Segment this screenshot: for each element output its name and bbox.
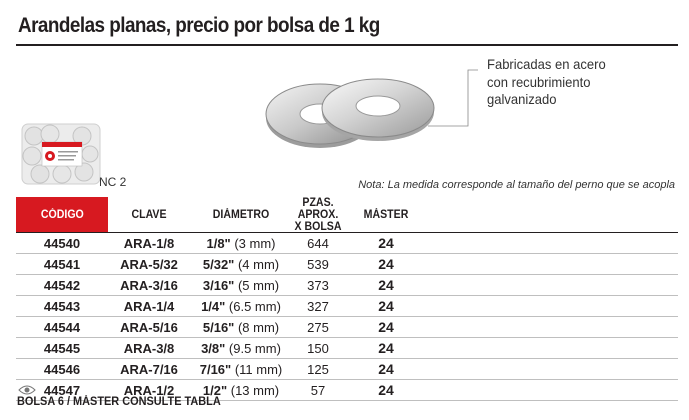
header-diametro: DIÁMETRO: [212, 208, 270, 221]
cell-codigo: 44542: [43, 278, 81, 293]
cell-pzas: 327: [307, 299, 329, 314]
table-row: 44540 ARA-1/8 1/8" (3 mm) 644 24: [16, 233, 678, 254]
cell-clave: ARA-1/4: [123, 299, 175, 314]
cell-diametro-mm: (3 mm): [230, 236, 276, 251]
title-divider: [16, 44, 678, 46]
cell-diametro: 3/16" (5 mm): [192, 275, 290, 295]
cell-clave: ARA-5/32: [120, 257, 178, 272]
cell-diametro-inch: 5/32": [202, 257, 235, 272]
header-pzas-line1: PZAS. APROX.: [297, 196, 339, 221]
header-pzas-line2: X BOLSA: [294, 220, 342, 233]
table-row: 44543 ARA-1/4 1/4" (6.5 mm) 327 24: [16, 296, 678, 317]
callout-line-1: Fabricadas en acero: [487, 56, 606, 72]
cell-codigo: 44544: [43, 320, 81, 335]
cell-pzas: 644: [307, 236, 329, 251]
footer-note: BOLSA 6 / MÁSTER CONSULTE TABLA: [17, 396, 221, 408]
cell-diametro-mm: (6.5 mm): [225, 299, 281, 314]
cell-pzas: 373: [307, 278, 329, 293]
cell-diametro-inch: 3/8": [201, 341, 226, 356]
header-pzas: PZAS. APROX. X BOLSA: [285, 196, 351, 233]
cell-master: 24: [378, 340, 394, 356]
cell-master: 24: [378, 298, 394, 314]
cell-master: 24: [378, 382, 394, 398]
cell-diametro-inch: 1/8": [206, 236, 231, 251]
cell-codigo: 44545: [43, 341, 81, 356]
table-header: CÓDIGO CLAVE DIÁMETRO PZAS. APROX. X BOL…: [16, 197, 678, 233]
cell-clave: ARA-7/16: [120, 362, 178, 377]
cell-diametro-inch: 1/4": [201, 299, 226, 314]
cell-diametro-mm: (13 mm): [227, 383, 280, 398]
cell-clave: ARA-3/8: [123, 341, 175, 356]
cell-master: 24: [378, 235, 394, 251]
cell-diametro-inch: 1/2": [202, 383, 228, 398]
cell-master: 24: [378, 319, 394, 335]
cell-diametro: 1/4" (6.5 mm): [192, 296, 290, 316]
cell-pzas: 57: [310, 383, 326, 398]
cell-pzas: 275: [307, 320, 329, 335]
callout-line-3: galvanizado: [487, 91, 557, 107]
package-image: [21, 123, 101, 185]
cell-diametro-mm: (9.5 mm): [225, 341, 281, 356]
cell-pzas: 125: [307, 362, 329, 377]
eye-icon[interactable]: [18, 384, 36, 396]
cell-diametro: 3/8" (9.5 mm): [192, 338, 290, 358]
model-code: NC 2: [99, 175, 127, 189]
cell-pzas: 539: [307, 257, 329, 272]
cell-diametro-mm: (5 mm): [234, 278, 280, 293]
table-row: 44545 ARA-3/8 3/8" (9.5 mm) 150 24: [16, 338, 678, 359]
header-master: MÁSTER: [363, 208, 409, 221]
cell-clave: ARA-1/8: [123, 236, 175, 251]
cell-codigo: 44543: [43, 299, 81, 314]
table-row: 44541 ARA-5/32 5/32" (4 mm) 539 24: [16, 254, 678, 275]
cell-diametro: 7/16" (11 mm): [192, 359, 290, 379]
table-row: 44542 ARA-3/16 3/16" (5 mm) 373 24: [16, 275, 678, 296]
cell-diametro: 5/32" (4 mm): [192, 254, 290, 274]
table-row: 44547 ARA-1/2 1/2" (13 mm) 57 24: [16, 380, 678, 401]
table-row: 44544 ARA-5/16 5/16" (8 mm) 275 24: [16, 317, 678, 338]
cell-master: 24: [378, 277, 394, 293]
cell-codigo: 44540: [43, 236, 81, 251]
table-body: 44540 ARA-1/8 1/8" (3 mm) 644 24 44541 ARA-5/3…: [16, 233, 678, 401]
size-note: Nota: La medida corresponde al tamaño de…: [358, 179, 675, 191]
cell-clave: ARA-3/16: [120, 278, 178, 293]
cell-diametro-mm: (8 mm): [234, 320, 280, 335]
cell-diametro: 1/8" (3 mm): [192, 233, 290, 253]
callout-text: Fabricadas en acero con recubrimiento ga…: [487, 56, 645, 109]
cell-diametro-inch: 3/16": [202, 278, 235, 293]
cell-diametro: 5/16" (8 mm): [192, 317, 290, 337]
cell-codigo: 44541: [43, 257, 81, 272]
header-clave: CLAVE: [131, 208, 167, 221]
price-table: CÓDIGO CLAVE DIÁMETRO PZAS. APROX. X BOL…: [16, 197, 678, 401]
page-title: Arandelas planas, precio por bolsa de 1 …: [18, 14, 380, 37]
cell-codigo: 44547: [43, 383, 81, 398]
cell-diametro-inch: 5/16": [202, 320, 235, 335]
callout-line: [428, 69, 478, 127]
cell-diametro-mm: (11 mm): [231, 362, 283, 377]
cell-master: 24: [378, 256, 394, 272]
cell-diametro-inch: 7/16": [199, 362, 232, 377]
cell-diametro-mm: (4 mm): [234, 257, 280, 272]
cell-codigo: 44546: [43, 362, 81, 377]
cell-master: 24: [378, 361, 394, 377]
cell-diametro: 1/2" (13 mm): [192, 380, 290, 400]
header-codigo: CÓDIGO: [16, 197, 108, 232]
cell-clave: ARA-5/16: [120, 320, 178, 335]
callout-line-2: con recubrimiento: [487, 73, 591, 90]
cell-clave: ARA-1/2: [123, 383, 175, 398]
table-row: 44546 ARA-7/16 7/16" (11 mm) 125 24: [16, 359, 678, 380]
cell-pzas: 150: [307, 341, 329, 356]
washers-image: [265, 78, 435, 148]
